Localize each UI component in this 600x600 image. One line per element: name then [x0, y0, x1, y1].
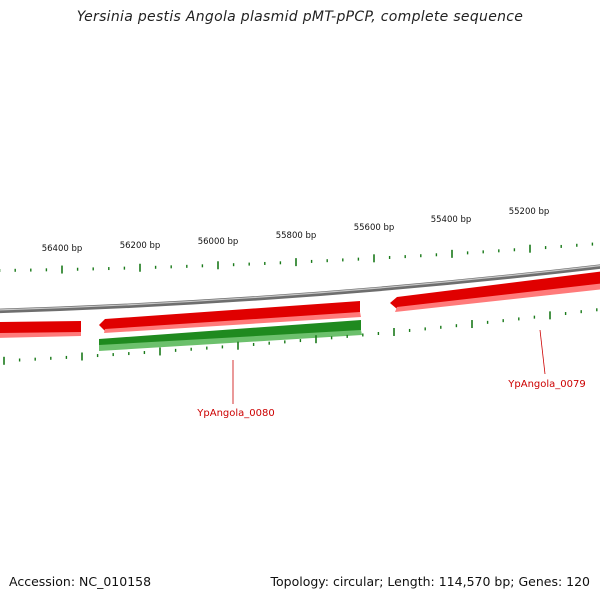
backbone-arc [0, 264, 600, 314]
scale-label-55800: 55800 bp [276, 231, 317, 241]
map-title: Yersinia pestis Angola plasmid pMT-pPCP,… [76, 9, 524, 25]
scale-label-56400: 56400 bp [42, 244, 83, 254]
scale-label-55400: 55400 bp [431, 215, 472, 225]
scale-label-56000: 56000 bp [198, 237, 239, 247]
gene-forward-ypangola-0079[interactable] [390, 271, 600, 312]
accession-text: Accession: NC_010158 [9, 574, 152, 589]
inner-scale-ticks [3, 308, 598, 365]
gene-reverse-green[interactable] [99, 320, 362, 351]
label-line-0079 [539, 329, 546, 375]
backbone-highlight [0, 264, 600, 311]
gene-label-ypangola-0080[interactable]: YpAngola_0080 [196, 408, 274, 419]
gene-label-ypangola-0079[interactable]: YpAngola_0079 [507, 379, 585, 390]
topology-summary-text: Topology: circular; Length: 114,570 bp; … [270, 574, 591, 589]
gene-forward-left[interactable] [0, 321, 81, 338]
scale-label-55200: 55200 bp [509, 207, 550, 217]
scale-label-56200: 56200 bp [120, 241, 161, 251]
gene-forward-ypangola-0080[interactable] [99, 301, 361, 333]
scale-label-55600: 55600 bp [354, 223, 395, 233]
outer-scale-ticks [0, 242, 594, 274]
